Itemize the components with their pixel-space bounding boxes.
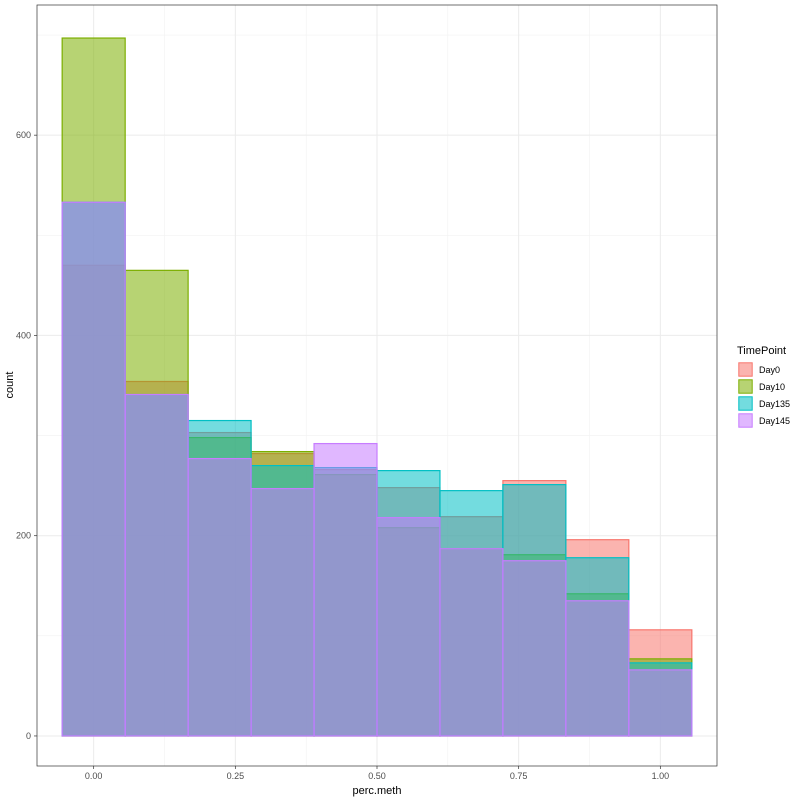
x-axis-title: perc.meth <box>353 785 402 797</box>
histogram-bar <box>628 669 693 737</box>
legend-swatch <box>738 362 753 377</box>
histogram-bar <box>502 560 567 737</box>
legend-item-day0: Day0 <box>738 362 780 377</box>
bars <box>61 37 693 737</box>
x-tick-label: 0.25 <box>227 771 245 781</box>
histogram-bar <box>565 600 630 737</box>
y-tick-label: 400 <box>16 330 31 340</box>
histogram-bar <box>187 457 252 737</box>
x-tick-label: 0.50 <box>368 771 386 781</box>
legend-label: Day135 <box>759 399 790 409</box>
legend-item-day10: Day10 <box>738 379 785 394</box>
legend-label: Day0 <box>759 365 780 375</box>
histogram-bar <box>439 548 504 737</box>
x-tick-label: 0.75 <box>510 771 528 781</box>
histogram-bar <box>124 393 189 737</box>
axes: 0.00 0.25 0.50 0.75 1.00 0 200 400 600 <box>16 130 669 781</box>
y-tick-label: 600 <box>16 130 31 140</box>
histogram-bar <box>376 517 441 737</box>
legend-label: Day145 <box>759 416 790 426</box>
legend-title: TimePoint <box>737 345 786 357</box>
legend-item-day145: Day145 <box>738 413 790 428</box>
y-tick-label: 200 <box>16 531 31 541</box>
legend-swatch <box>738 413 753 428</box>
histogram-bar <box>61 201 126 737</box>
histogram-bar <box>313 442 378 737</box>
legend-swatch <box>738 379 753 394</box>
y-axis-title: count <box>4 372 16 399</box>
x-tick-label: 0.00 <box>85 771 103 781</box>
legend: TimePoint Day0 Day10 Day135 Day145 <box>737 345 790 428</box>
series-day145 <box>61 201 693 737</box>
legend-label: Day10 <box>759 382 785 392</box>
x-tick-label: 1.00 <box>652 771 670 781</box>
legend-swatch <box>738 396 753 411</box>
y-tick-label: 0 <box>26 731 31 741</box>
histogram-bar <box>250 488 315 737</box>
legend-item-day135: Day135 <box>738 396 790 411</box>
